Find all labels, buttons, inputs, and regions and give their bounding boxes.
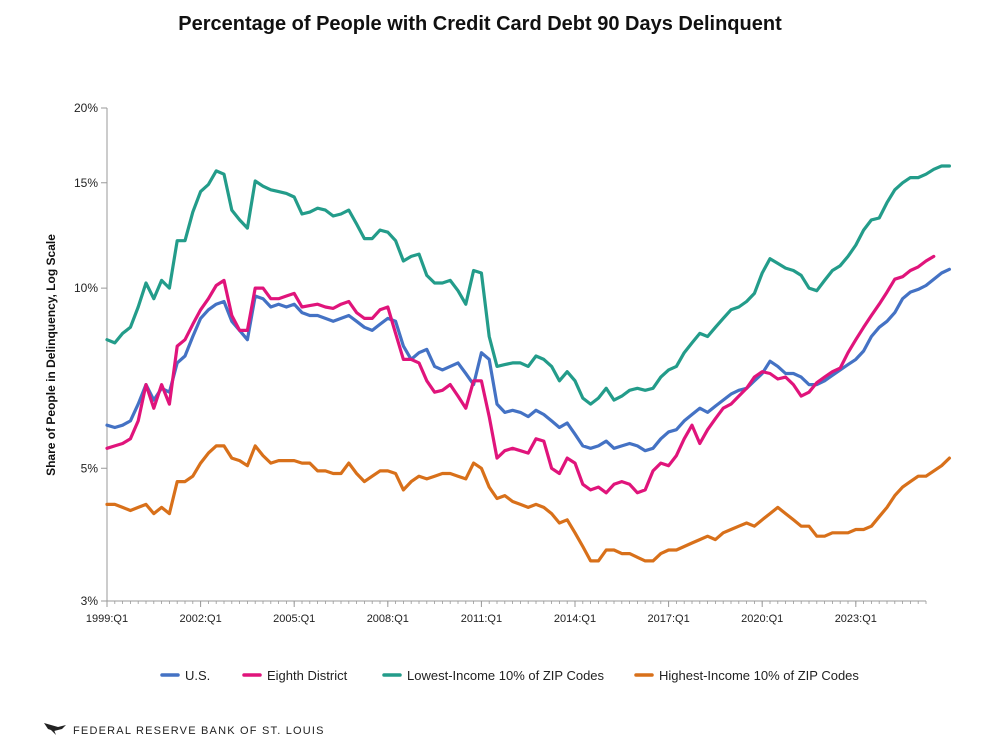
x-tick-label: 2011:Q1: [461, 613, 502, 625]
y-tick-label: 5%: [81, 461, 99, 475]
plot-area: [105, 164, 952, 563]
y-axis: 3% 5% 10% 15% 20%: [74, 101, 108, 608]
fed-eagle-logo: [44, 723, 66, 735]
y-axis-label: Share of People in Delinquency, Log Scal…: [44, 234, 58, 476]
legend: U.S. Eighth District Lowest-Income 10% of …: [160, 668, 859, 683]
chart-title: Percentage of People with Credit Card De…: [178, 13, 782, 35]
series-line-3: [105, 164, 952, 406]
legend-item: U.S.: [160, 668, 210, 683]
y-tick-label: 3%: [81, 594, 99, 608]
x-tick-label: 2023:Q1: [835, 613, 877, 625]
x-tick-label: 2014:Q1: [554, 613, 596, 625]
footer-source: FEDERAL RESERVE BANK OF ST. LOUIS: [44, 723, 325, 737]
x-tick-label: 2017:Q1: [647, 613, 689, 625]
series-line-2: [105, 254, 936, 495]
legend-label: Highest-Income 10% of ZIP Codes: [659, 668, 859, 683]
x-tick-label: 2008:Q1: [367, 613, 409, 625]
legend-label: Eighth District: [267, 668, 348, 683]
legend-label: Lowest-Income 10% of ZIP Codes: [407, 668, 605, 683]
series-line-1: [105, 267, 952, 453]
legend-item: Eighth District: [242, 668, 348, 683]
legend-item: Highest-Income 10% of ZIP Codes: [634, 668, 859, 683]
x-tick-label: 2002:Q1: [179, 613, 221, 625]
y-tick-label: 10%: [74, 281, 98, 295]
x-tick-label: 1999:Q1: [86, 613, 128, 625]
legend-label: U.S.: [185, 668, 210, 683]
x-tick-label: 2005:Q1: [273, 613, 315, 625]
y-tick-label: 20%: [74, 101, 98, 115]
x-axis: 1999:Q1 2002:Q1 2005:Q1 2008:Q1 2011:Q1 2014:…: [86, 600, 927, 625]
y-tick-label: 15%: [74, 176, 98, 190]
legend-item: Lowest-Income 10% of ZIP Codes: [382, 668, 605, 683]
source-label: FEDERAL RESERVE BANK OF ST. LOUIS: [73, 725, 325, 737]
x-tick-label: 2020:Q1: [741, 613, 783, 625]
series-line-4: [105, 444, 952, 563]
